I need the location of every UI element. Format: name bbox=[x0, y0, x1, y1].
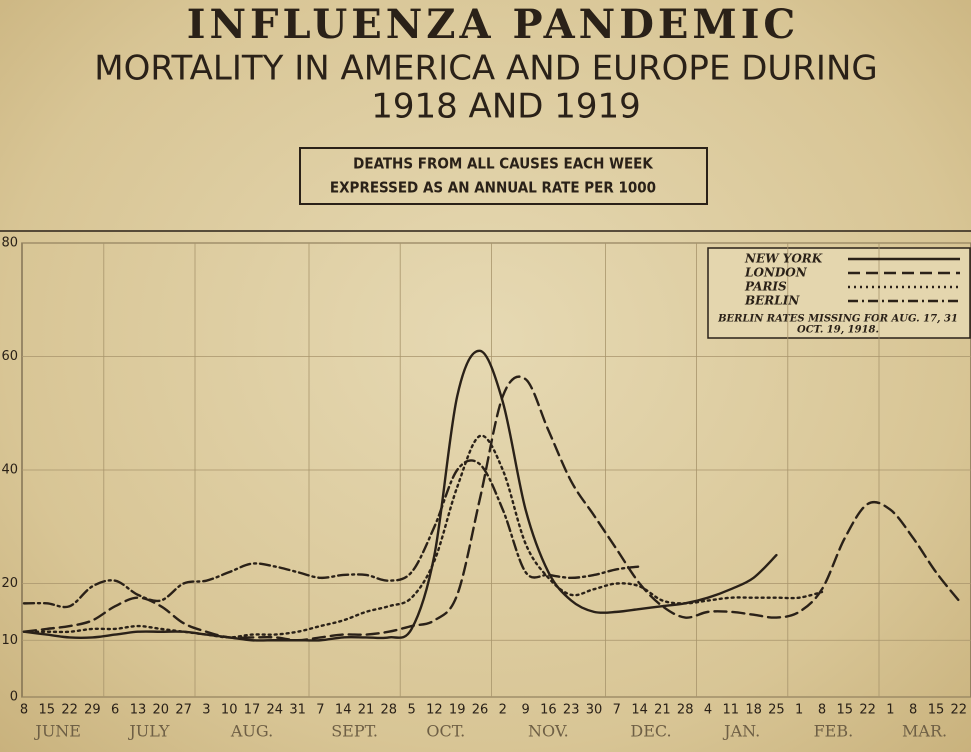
caption: DEATHS FROM ALL CAUSES EACH WEEK bbox=[353, 155, 653, 173]
x-tick-label: 11 bbox=[723, 703, 740, 718]
x-tick-label: 17 bbox=[244, 703, 261, 718]
x-tick-label: 20 bbox=[153, 703, 170, 718]
legend-box bbox=[707, 247, 971, 339]
x-tick-label: 8 bbox=[909, 703, 917, 718]
series-line bbox=[22, 349, 778, 642]
chart-subtitle: 1918 AND 1919 bbox=[371, 87, 641, 127]
x-tick-label: 8 bbox=[20, 703, 28, 718]
x-tick-label: 7 bbox=[613, 703, 621, 718]
x-tick-label: 18 bbox=[745, 703, 762, 718]
month-label: OCT. bbox=[426, 722, 465, 741]
x-tick-label: 9 bbox=[521, 703, 529, 718]
y-tick-label: 20 bbox=[1, 576, 18, 591]
x-tick-label: 5 bbox=[407, 703, 415, 718]
x-tick-label: 10 bbox=[221, 703, 238, 718]
month-label: JAN. bbox=[722, 722, 760, 741]
y-tick-label: 40 bbox=[1, 463, 18, 478]
x-tick-label: 28 bbox=[381, 703, 398, 718]
x-tick-label: 31 bbox=[289, 703, 306, 718]
legend-note: BERLIN RATES MISSING FOR AUG. 17, 31 bbox=[717, 314, 958, 325]
x-tick-label: 28 bbox=[677, 703, 694, 718]
series-line bbox=[22, 375, 960, 642]
x-tick-label: 23 bbox=[563, 703, 580, 718]
month-label: NOV. bbox=[528, 722, 569, 741]
month-label: MAR. bbox=[902, 722, 947, 741]
x-tick-label: 2 bbox=[499, 703, 507, 718]
x-tick-label: 6 bbox=[111, 703, 119, 718]
legend-note: OCT. 19, 1918. bbox=[797, 325, 879, 336]
x-tick-label: 27 bbox=[175, 703, 192, 718]
x-tick-label: 30 bbox=[586, 703, 603, 718]
month-label: JUNE bbox=[33, 722, 81, 741]
legend-label: PARIS bbox=[744, 280, 787, 294]
x-tick-label: 1 bbox=[795, 703, 803, 718]
y-tick-label: 0 bbox=[10, 690, 18, 705]
x-tick-label: 29 bbox=[84, 703, 101, 718]
x-tick-label: 22 bbox=[61, 703, 78, 718]
month-label: DEC. bbox=[630, 722, 671, 741]
x-tick-label: 16 bbox=[540, 703, 557, 718]
x-tick-label: 24 bbox=[267, 703, 284, 718]
x-tick-label: 13 bbox=[130, 703, 147, 718]
y-tick-label: 80 bbox=[1, 236, 18, 251]
x-tick-label: 14 bbox=[335, 703, 352, 718]
month-label: JULY bbox=[127, 722, 170, 741]
x-tick-label: 21 bbox=[358, 703, 375, 718]
month-label: AUG. bbox=[230, 722, 273, 741]
x-tick-label: 15 bbox=[928, 703, 945, 718]
x-tick-label: 22 bbox=[859, 703, 876, 718]
x-tick-label: 26 bbox=[472, 703, 489, 718]
x-tick-label: 22 bbox=[951, 703, 968, 718]
chart-title: INFLUENZA PANDEMIC bbox=[187, 1, 799, 48]
month-label: SEPT. bbox=[331, 722, 378, 741]
series-line bbox=[22, 459, 641, 609]
y-tick-label: 10 bbox=[1, 633, 18, 648]
chart-subtitle: MORTALITY IN AMERICA AND EUROPE DURING bbox=[94, 49, 877, 89]
x-tick-label: 8 bbox=[818, 703, 826, 718]
caption: EXPRESSED AS AN ANNUAL RATE PER 1000 bbox=[330, 179, 656, 197]
x-tick-label: 3 bbox=[202, 703, 210, 718]
x-tick-label: 19 bbox=[449, 703, 466, 718]
x-tick-label: 25 bbox=[768, 703, 785, 718]
x-tick-label: 12 bbox=[426, 703, 443, 718]
x-tick-label: 7 bbox=[316, 703, 324, 718]
x-tick-label: 1 bbox=[886, 703, 894, 718]
x-tick-label: 21 bbox=[654, 703, 671, 718]
x-tick-label: 4 bbox=[704, 703, 712, 718]
x-tick-label: 15 bbox=[39, 703, 56, 718]
series-line bbox=[22, 434, 824, 639]
x-tick-label: 15 bbox=[837, 703, 854, 718]
y-tick-label: 60 bbox=[1, 349, 18, 364]
month-label: FEB. bbox=[814, 722, 854, 741]
x-tick-label: 14 bbox=[631, 703, 648, 718]
legend-label: BERLIN bbox=[744, 294, 800, 308]
legend-label: LONDON bbox=[744, 266, 808, 280]
legend-label: NEW YORK bbox=[744, 252, 823, 266]
caption-box bbox=[299, 147, 708, 205]
